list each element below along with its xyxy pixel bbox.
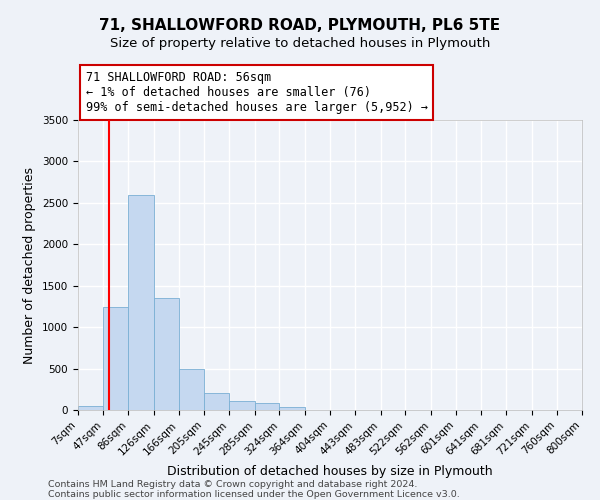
Bar [78,406,103,410]
Bar [128,196,154,410]
Bar [229,401,254,410]
Bar [179,368,204,410]
Text: 71 SHALLOWFORD ROAD: 56sqm
← 1% of detached houses are smaller (76)
99% of semi-: 71 SHALLOWFORD ROAD: 56sqm ← 1% of detac… [86,71,428,114]
Text: 71, SHALLOWFORD ROAD, PLYMOUTH, PL6 5TE: 71, SHALLOWFORD ROAD, PLYMOUTH, PL6 5TE [100,18,500,32]
X-axis label: Distribution of detached houses by size in Plymouth: Distribution of detached houses by size … [167,465,493,478]
Text: Size of property relative to detached houses in Plymouth: Size of property relative to detached ho… [110,38,490,51]
Text: Contains HM Land Registry data © Crown copyright and database right 2024.
Contai: Contains HM Land Registry data © Crown c… [48,480,460,500]
Y-axis label: Number of detached properties: Number of detached properties [23,166,37,364]
Bar [154,298,179,410]
Bar [103,308,128,410]
Bar [280,407,305,410]
Bar [254,404,280,410]
Bar [204,394,229,410]
